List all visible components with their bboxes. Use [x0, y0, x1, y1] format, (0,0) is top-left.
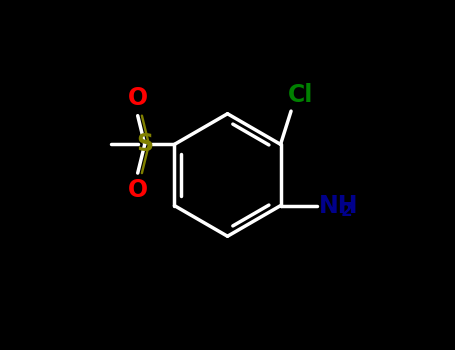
Text: 2: 2 [341, 202, 353, 220]
Text: O: O [128, 86, 148, 111]
Text: O: O [128, 178, 148, 202]
Text: S: S [136, 132, 153, 156]
Text: NH: NH [319, 194, 359, 218]
Text: Cl: Cl [288, 83, 313, 107]
